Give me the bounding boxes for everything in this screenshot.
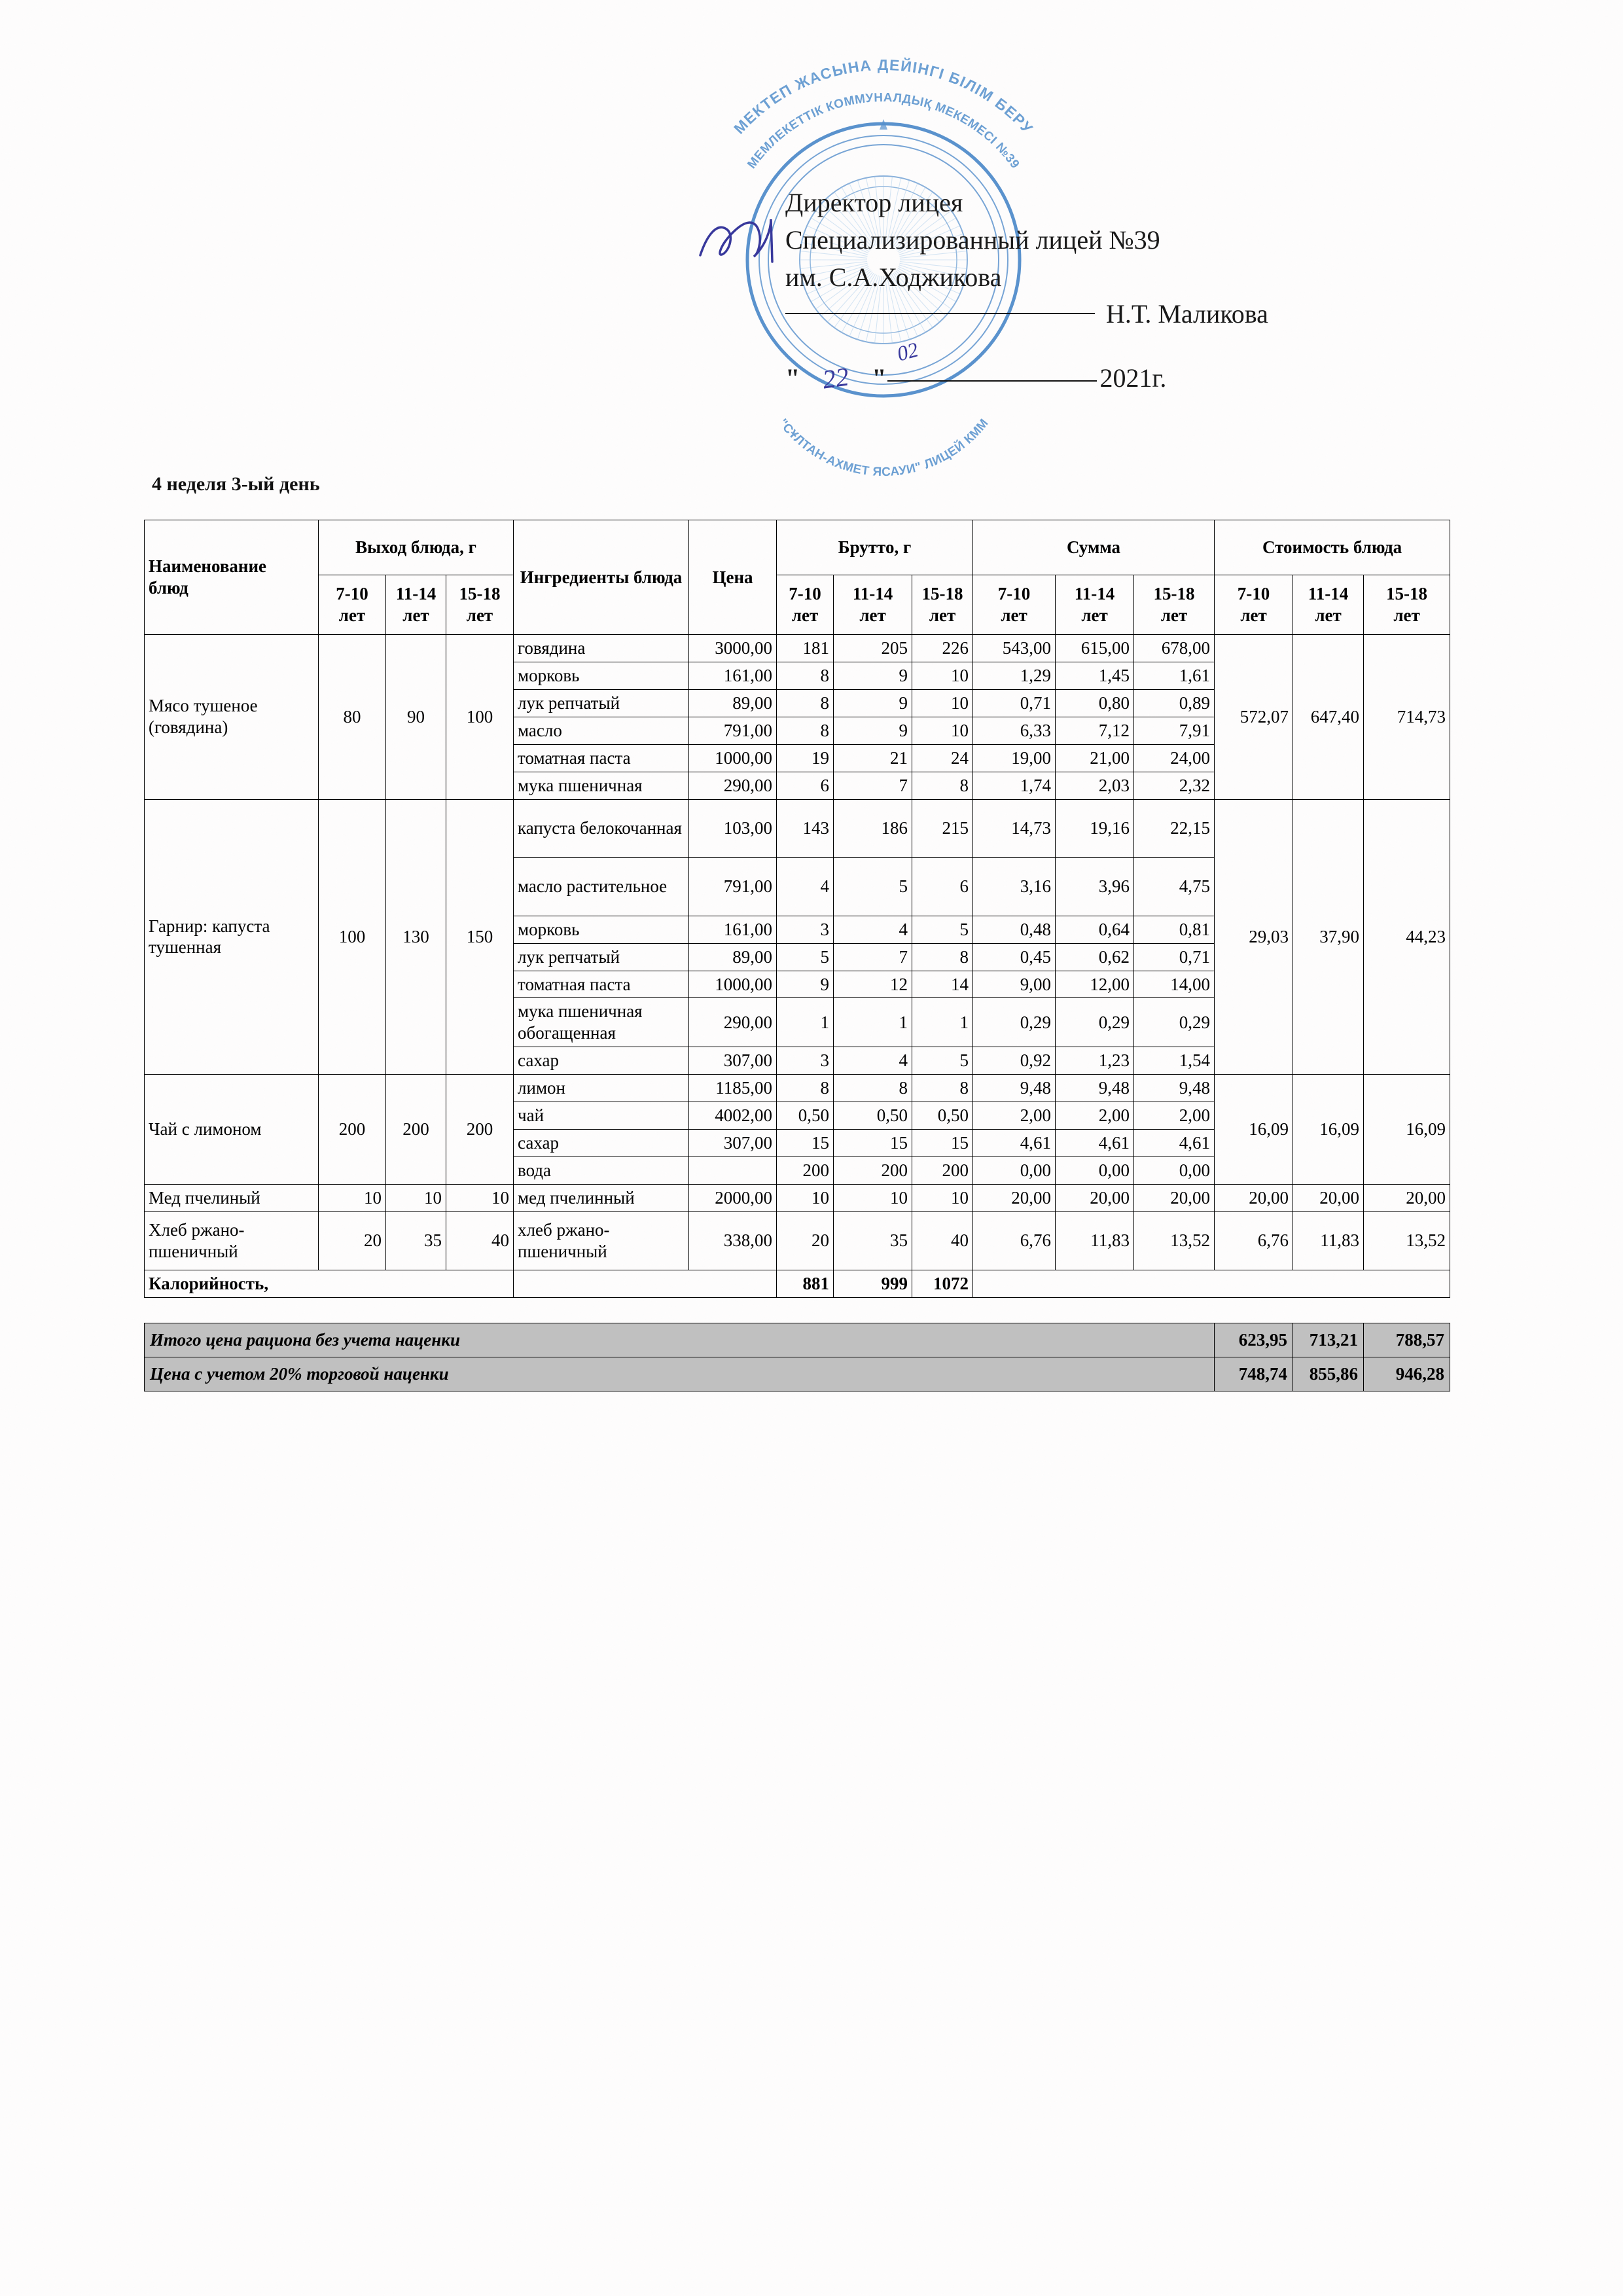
- svg-text:МЕМЛЕКЕТТІК КОММУНАЛДЫҚ МЕКЕМЕ: МЕМЛЕКЕТТІК КОММУНАЛДЫҚ МЕКЕМЕСІ №39: [745, 91, 1022, 171]
- svg-text:"СҰЛТАН-АХМЕТ ЯСАУИ" ЛИЦЕЙ КММ: "СҰЛТАН-АХМЕТ ЯСАУИ" ЛИЦЕЙ КММ: [776, 416, 991, 479]
